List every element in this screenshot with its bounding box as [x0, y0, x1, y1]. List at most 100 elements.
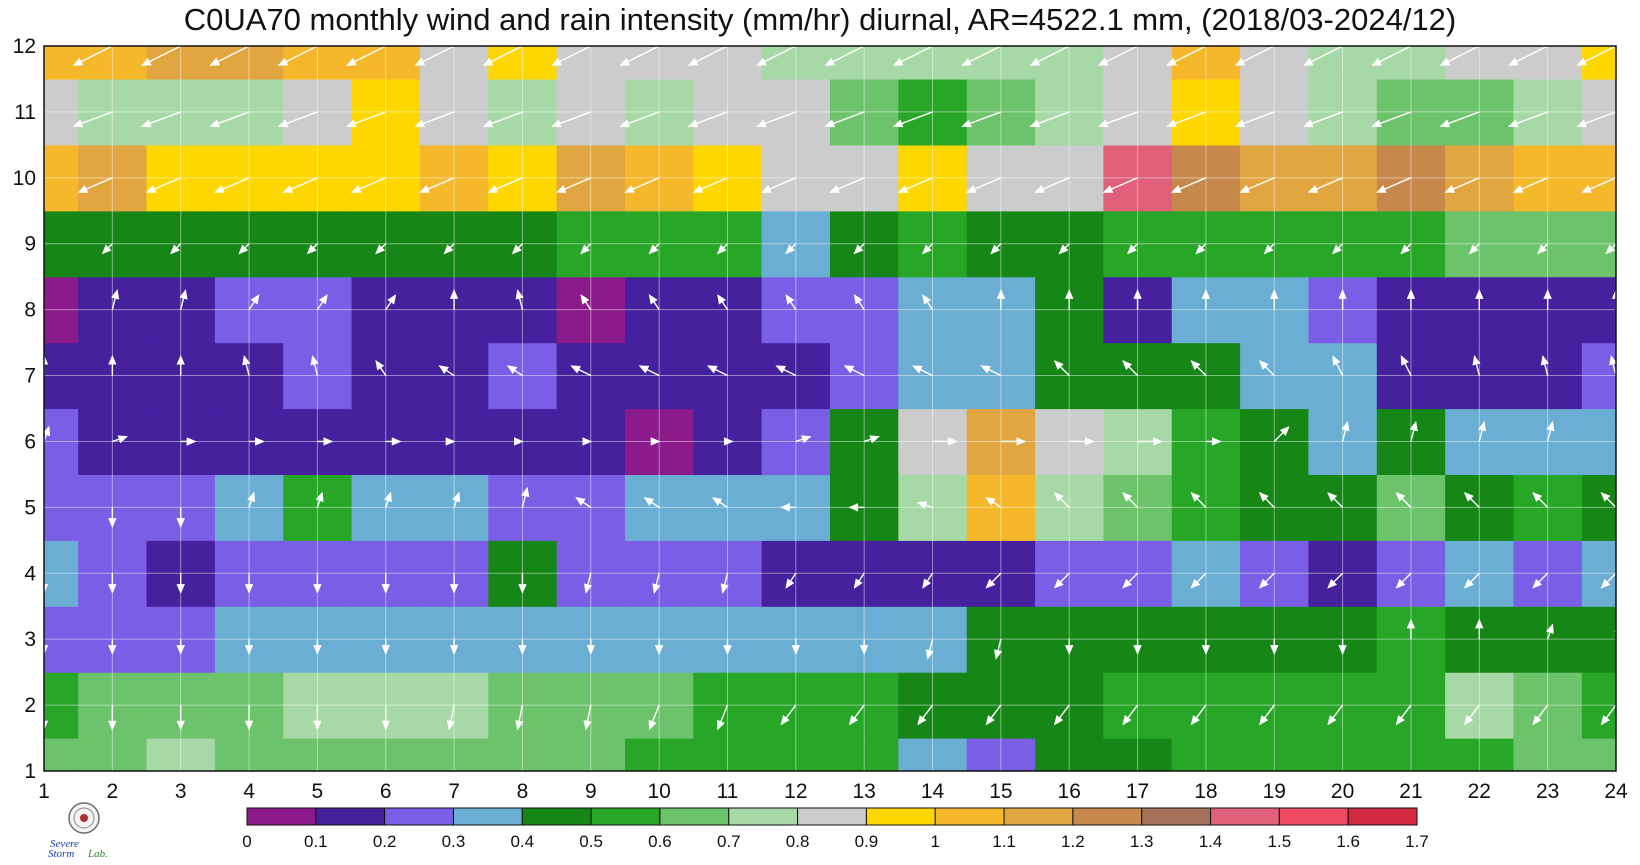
wind-arrow	[961, 111, 1002, 128]
wind-arrow	[780, 704, 797, 726]
heatmap-cell	[1581, 738, 1616, 771]
wind-arrow	[1302, 46, 1343, 66]
wind-arrow	[1546, 420, 1555, 442]
heatmap-cell	[1376, 408, 1446, 476]
wind-arrow	[583, 573, 593, 594]
heatmap-cell	[1513, 606, 1583, 673]
wind-arrow	[1532, 704, 1549, 726]
heatmap-cell	[898, 144, 968, 212]
heatmap-cell	[624, 342, 694, 410]
wind-arrow	[511, 243, 523, 255]
heatmap-cell	[1171, 210, 1241, 278]
wind-arrow	[853, 243, 865, 255]
wind-arrow	[687, 111, 728, 128]
wind-arrow	[383, 491, 392, 508]
x-tick-label: 23	[1536, 780, 1559, 803]
wind-arrow	[316, 294, 328, 311]
wind-arrow	[1122, 572, 1139, 589]
wind-arrow	[72, 46, 113, 66]
wind-arrow	[917, 704, 934, 726]
heatmap-cell	[830, 46, 899, 80]
wind-arrow	[648, 243, 660, 255]
colorbar-tick-label: 1.1	[992, 832, 1016, 851]
wind-arrow	[1258, 572, 1275, 589]
wind-arrow	[692, 177, 728, 193]
heatmap-cell	[1240, 342, 1310, 410]
heatmap-cell	[1581, 78, 1616, 146]
colorbar-swatch	[865, 807, 936, 826]
y-tick-label: 10	[13, 167, 36, 190]
wind-arrow	[829, 177, 865, 193]
heatmap-cell	[1581, 210, 1616, 278]
wind-arrow	[922, 294, 934, 311]
heatmap-cell	[556, 342, 626, 410]
wind-arrow	[1332, 243, 1344, 255]
heatmap-cell	[1581, 606, 1616, 673]
wind-arrow	[446, 704, 456, 731]
heatmap-cell	[898, 210, 968, 278]
wind-arrow	[648, 294, 660, 311]
heatmap-cell	[419, 46, 489, 80]
heatmap-cell	[283, 342, 353, 410]
y-tick-label: 9	[24, 233, 36, 256]
heatmap-cell	[1513, 144, 1583, 212]
heatmap-cell	[556, 210, 626, 278]
heatmap-cell	[351, 78, 421, 146]
heatmap-cell	[556, 738, 626, 771]
wind-arrow	[1600, 491, 1616, 508]
wind-arrow	[1400, 243, 1412, 255]
wind-arrow	[1273, 426, 1290, 442]
heatmap-cell	[556, 144, 626, 212]
wind-arrow	[1371, 111, 1412, 128]
wind-arrow	[72, 111, 113, 128]
heatmap-cell	[624, 408, 694, 476]
heatmap-cell	[1240, 46, 1310, 80]
colorbar: 0 0.1 0.2 0.3 0.4 0.5 0.6 0.7 0.8 0.9 1 1.1 1.2 1.3 1.…	[242, 807, 1429, 851]
heatmap-cell	[351, 738, 421, 771]
heatmap-cell	[1308, 144, 1378, 212]
heatmap-cell	[898, 474, 968, 541]
wind-arrow	[897, 177, 933, 193]
heatmap-cell	[1581, 144, 1616, 212]
wind-arrow	[306, 243, 318, 255]
plot-frame	[43, 45, 1617, 772]
wind-arrow	[346, 46, 387, 66]
wind-arrow	[1258, 360, 1275, 377]
heatmap-cell	[1103, 78, 1173, 146]
colorbar-tick-label: 1.4	[1199, 832, 1223, 851]
x-tick-label: 19	[1263, 780, 1286, 803]
wind-arrow	[1053, 491, 1070, 508]
heatmap-cell	[693, 738, 763, 771]
wind-arrow	[1537, 243, 1549, 255]
heatmap-cell	[419, 276, 489, 344]
wind-arrow	[515, 704, 524, 731]
heatmap-cell	[1581, 540, 1616, 607]
heatmap-cell	[44, 606, 79, 673]
heatmap-cell	[898, 276, 968, 344]
wind-arrow	[1234, 46, 1275, 66]
x-tick-label: 13	[852, 780, 875, 803]
wind-arrow	[482, 111, 523, 128]
heatmap-cell	[1445, 408, 1515, 476]
heatmap-cell	[830, 276, 899, 344]
wind-arrow	[1102, 177, 1138, 193]
heatmap-cell	[1171, 474, 1241, 541]
heatmap-cell	[1445, 540, 1515, 607]
wind-arrow	[242, 354, 251, 376]
colorbar-tick-label: 0.3	[442, 832, 466, 851]
heatmap-cell	[1308, 408, 1378, 476]
wind-arrow	[282, 177, 318, 193]
heatmap-cell	[556, 276, 626, 344]
heatmap-cell	[624, 210, 694, 278]
wind-arrow	[1097, 111, 1138, 128]
x-tick-label: 15	[989, 780, 1012, 803]
heatmap-cell	[761, 474, 831, 541]
heatmap-cell	[419, 144, 489, 212]
colorbar-swatch	[1210, 807, 1280, 826]
heatmap-cell	[214, 210, 284, 278]
heatmap-cell	[1171, 738, 1241, 771]
heatmap-cell	[1171, 276, 1241, 344]
heatmap-cell	[556, 408, 626, 476]
